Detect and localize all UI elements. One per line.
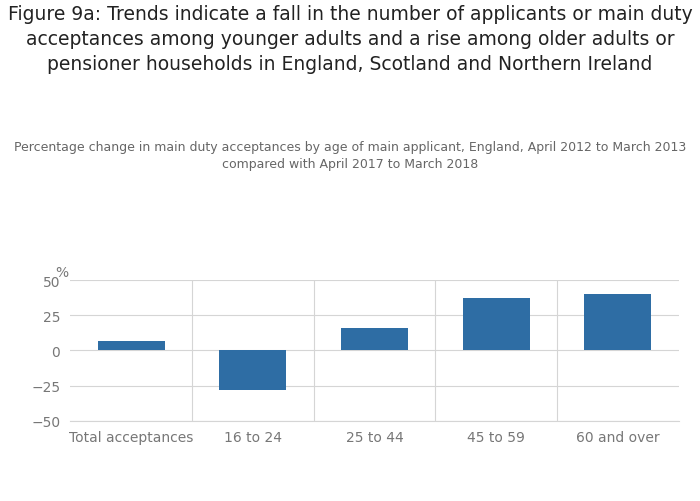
Text: Percentage change in main duty acceptances by age of main applicant, England, Ap: Percentage change in main duty acceptanc… [14,140,686,170]
Bar [219,351,286,390]
Bar [341,328,408,351]
Text: Figure 9a: Trends indicate a fall in the number of applicants or main duty
accep: Figure 9a: Trends indicate a fall in the… [8,5,692,74]
Text: %: % [56,265,69,279]
Bar [98,341,164,351]
Bar [463,299,530,351]
Bar [584,295,651,351]
